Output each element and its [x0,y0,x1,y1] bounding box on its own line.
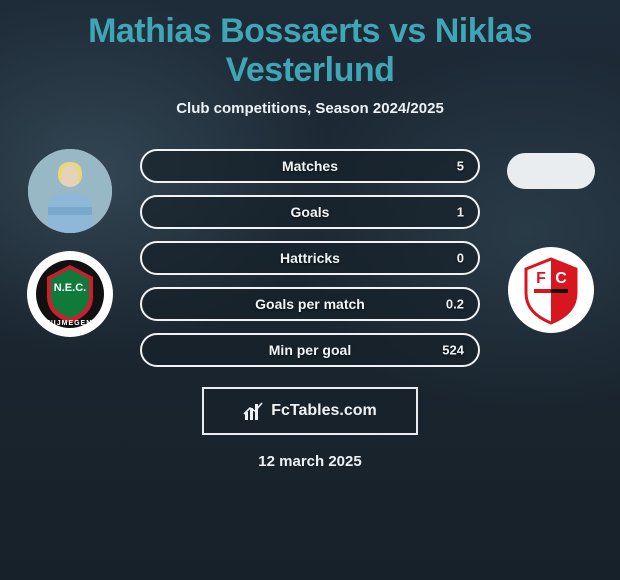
chart-icon [243,400,265,422]
stat-value-right: 1 [457,205,464,220]
stat-label: Goals per match [255,296,365,312]
main-row: N.E.C. NIJMEGEN Matches 5 Goals 1 Hattri… [0,149,620,367]
page-title: Mathias Bossaerts vs Niklas Vesterlund [0,0,620,90]
stat-row-hattricks: Hattricks 0 [140,241,480,275]
stat-value-right: 0 [457,251,464,266]
stat-row-matches: Matches 5 [140,149,480,183]
left-club-crest: N.E.C. NIJMEGEN [27,251,113,337]
stats-list: Matches 5 Goals 1 Hattricks 0 Goals per … [140,149,480,367]
stat-row-min-per-goal: Min per goal 524 [140,333,480,367]
stat-value-right: 0.2 [446,297,464,312]
stat-row-goals-per-match: Goals per match 0.2 [140,287,480,321]
right-column: F C [498,149,603,333]
svg-text:C: C [555,270,567,287]
right-player-avatar-placeholder [507,153,595,189]
date-text: 12 march 2025 [258,453,361,470]
stat-label: Hattricks [280,250,340,266]
infographic: Mathias Bossaerts vs Niklas Vesterlund C… [0,0,620,470]
brand-text: FcTables.com [271,402,377,420]
left-player-avatar [28,149,112,233]
right-club-crest: F C [508,247,594,333]
stat-value-right: 5 [457,159,464,174]
left-column: N.E.C. NIJMEGEN [17,149,122,337]
brand-box: FcTables.com [202,387,418,435]
svg-text:F: F [536,270,546,287]
nec-crest-icon: N.E.C. NIJMEGEN [33,257,107,331]
stat-value-right: 524 [442,343,464,358]
stat-label: Goals [291,204,330,220]
stat-label: Min per goal [269,342,351,358]
footer: FcTables.com 12 march 2025 [0,387,620,470]
stat-label: Matches [282,158,338,174]
stat-row-goals: Goals 1 [140,195,480,229]
fc-utrecht-crest-icon: F C [514,253,588,327]
svg-text:N.E.C.: N.E.C. [53,282,85,294]
subtitle: Club competitions, Season 2024/2025 [0,100,620,117]
player-photo-icon [28,149,112,233]
svg-text:NIJMEGEN: NIJMEGEN [47,320,92,327]
